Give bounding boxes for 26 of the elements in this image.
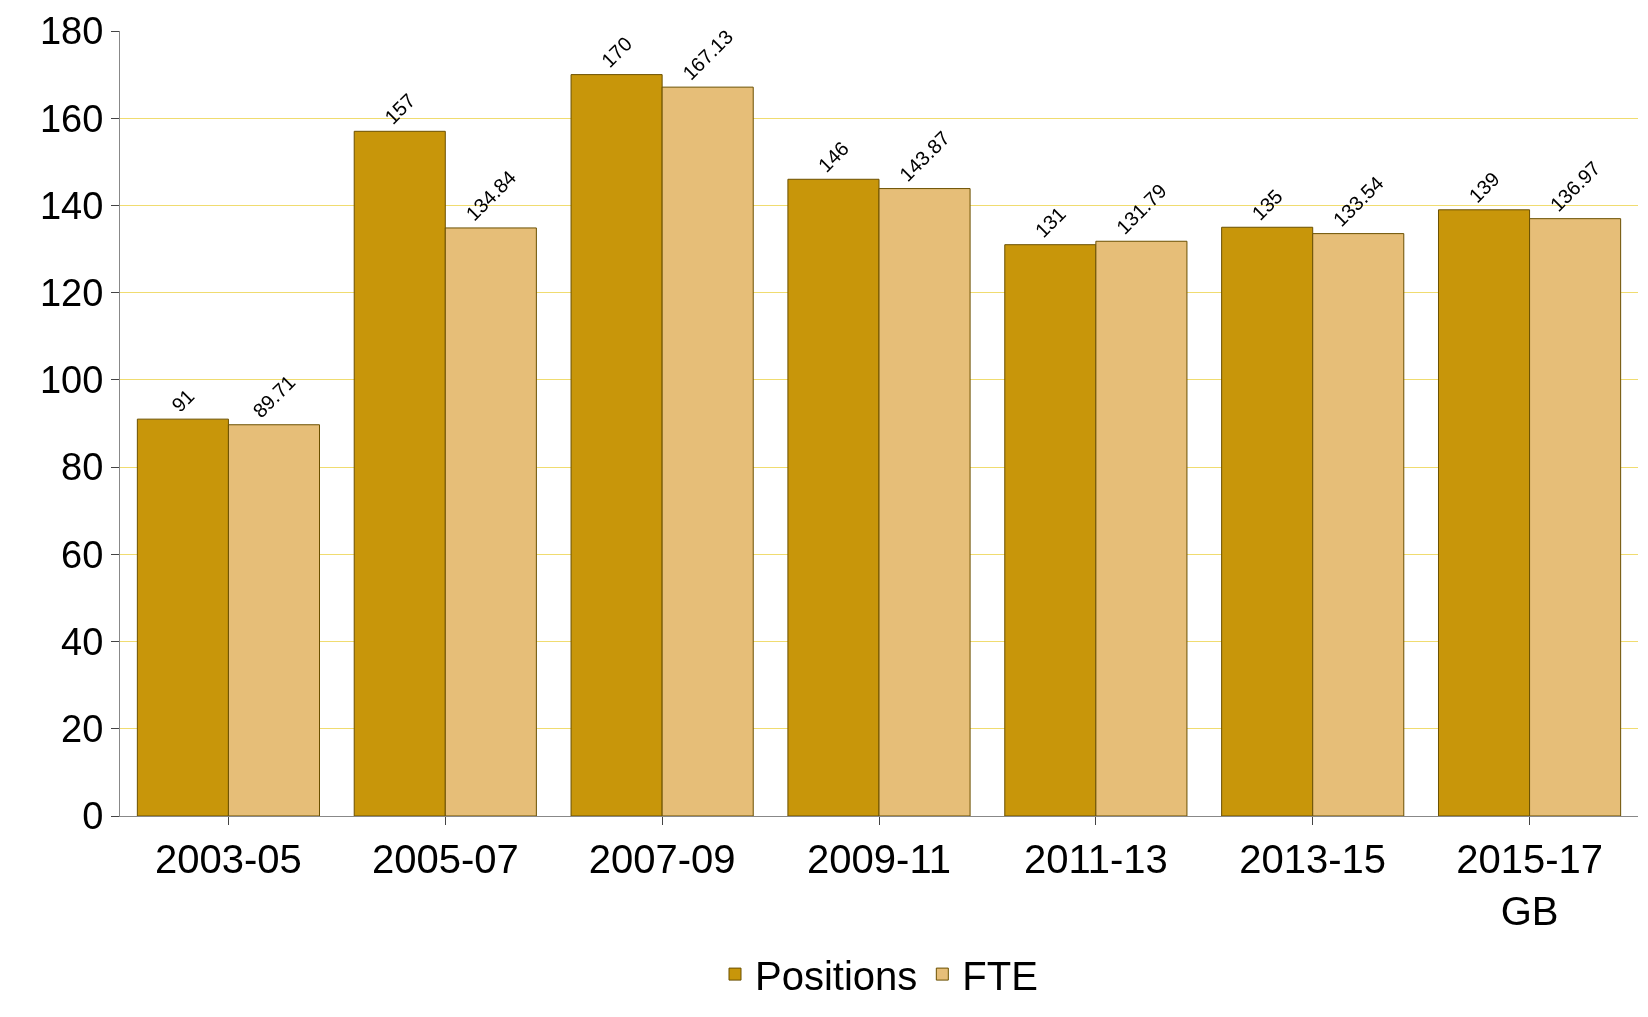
x-tick-label: 2013-15 xyxy=(1239,837,1387,881)
data-label: 131 xyxy=(1030,202,1070,242)
y-tick-label: 160 xyxy=(39,97,104,140)
y-tick-label: 80 xyxy=(61,446,104,489)
y-tick-label: 140 xyxy=(39,184,104,227)
y-tick-label: 100 xyxy=(39,359,104,402)
y-tick-label: 40 xyxy=(61,620,104,663)
data-label: 146 xyxy=(813,137,854,177)
data-label: 170 xyxy=(597,32,637,72)
data-label: 135 xyxy=(1247,185,1287,225)
x-tick-label: 2015-17 GB xyxy=(1456,837,1603,933)
y-tick-label: 180 xyxy=(39,10,104,53)
x-tick-label: 2005-07 xyxy=(371,837,519,881)
data-label: 91 xyxy=(167,384,199,417)
legend-label: Positions xyxy=(755,953,918,998)
x-tick-label: 2009-11 xyxy=(807,837,951,881)
y-tick-label: 120 xyxy=(39,271,104,314)
legend-label: FTE xyxy=(962,953,1038,998)
x-tick-label: 2003-05 xyxy=(155,837,302,881)
y-tick-label: 0 xyxy=(82,795,104,838)
data-label: 139 xyxy=(1464,167,1504,207)
x-tick-label: 2007-09 xyxy=(588,837,736,881)
x-tick-label: 2011-13 xyxy=(1023,837,1168,881)
y-tick-label: 20 xyxy=(61,708,104,751)
data-label: 157 xyxy=(380,89,420,129)
y-tick-label: 60 xyxy=(61,533,104,576)
